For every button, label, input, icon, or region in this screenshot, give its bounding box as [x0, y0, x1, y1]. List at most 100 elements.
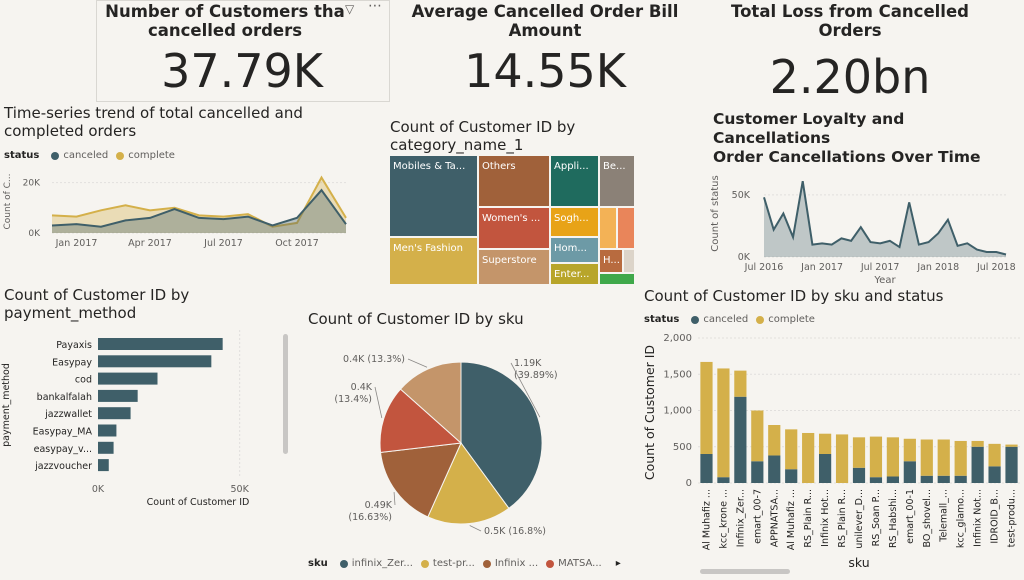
sb-bar-complete-0 [700, 361, 713, 454]
pie-legend-dot-2 [420, 559, 429, 568]
sb-bar-complete-8 [835, 434, 849, 483]
sku-complete-dot [756, 315, 765, 324]
treemap-label-4: Superstore [482, 255, 537, 266]
timeseries-chart[interactable]: 20K 0K Count of C... Jan 2017 Apr 2017 Jul 20… [0, 160, 360, 255]
sb-bar-canceled-2 [734, 396, 747, 483]
sb-category-8: RS_Plain R... [837, 489, 848, 548]
pm-category-0: Payaxis [56, 340, 92, 351]
treemap-tile-11 [618, 208, 634, 248]
pie-leader-1 [469, 525, 482, 532]
sb-bar-canceled-7 [819, 454, 832, 483]
pie-label-3: 0.4K [351, 382, 373, 393]
sb-bar-canceled-3 [751, 461, 764, 483]
treemap-tile-4 [479, 250, 549, 284]
sb-bar-canceled-0 [700, 454, 713, 483]
filter-icon[interactable]: ▽ [345, 2, 355, 16]
pie-title: Count of Customer ID by sku [308, 310, 524, 328]
treemap-tile-8 [551, 238, 598, 262]
kpi-card-focused[interactable] [96, 0, 390, 102]
sb-category-18: test-produ... [1007, 489, 1018, 547]
sb-category-1: kcc_krone ... [718, 489, 729, 549]
treemap-title: Count of Customer ID by category_name_1 [390, 118, 576, 154]
ts-line-canceled [51, 188, 347, 228]
sb-category-10: RS_Soan P... [871, 489, 882, 546]
ly-ytick-1: 0K [738, 252, 751, 263]
sb-category-0: Al Muhafiz ... [701, 489, 712, 550]
sb-bar-canceled-11 [886, 476, 899, 483]
pm-bar-5 [98, 424, 117, 437]
ly-line [763, 181, 1007, 256]
pm-bar-0 [98, 338, 223, 350]
sb-bar-canceled-10 [869, 477, 883, 483]
sku-bar-title: Count of Customer ID by sku and status [644, 287, 944, 305]
ly-xtick-3: Jan 2018 [916, 262, 959, 273]
treemap-tile-5 [551, 156, 598, 206]
pie-leader-2 [393, 492, 396, 506]
treemap-tile-6 [600, 156, 634, 206]
payment-chart[interactable]: Payaxis Easypay cod bankalfalah jazzwallet Ea… [0, 330, 300, 510]
pm-bar-6 [98, 441, 114, 454]
sb-bar-canceled-14 [937, 475, 950, 483]
treemap-chart[interactable]: Mobiles & Ta... Men's Fashion Others Women'… [390, 156, 636, 286]
sb-bar-canceled-15 [954, 475, 967, 483]
sb-category-9: unilever_D... [854, 489, 865, 549]
treemap-tile-14 [600, 274, 634, 284]
sb-bar-canceled-17 [988, 466, 1001, 483]
sb-category-14: Telemall_... [939, 489, 950, 543]
ts-line-complete [51, 175, 347, 228]
sb-category-2: Infinix_Zer... [735, 489, 746, 547]
pm-xlabel: Count of Customer ID [147, 497, 250, 508]
kpi-avg-bill-value: 14.55K [464, 44, 626, 98]
pie-label-1: 0.5K (16.8%) [484, 526, 546, 537]
pm-bar-3 [98, 389, 138, 402]
treemap-label-1: Men's Fashion [393, 243, 463, 254]
sb-bar-canceled-5 [785, 469, 798, 483]
pm-category-3: bankalfalah [37, 392, 92, 403]
sku-bar-chart[interactable]: 2,000 1,500 1,000 500 0 Count of Customer ID A… [640, 330, 1024, 575]
sb-bar-complete-7 [819, 433, 832, 454]
sb-bar-complete-1 [717, 368, 730, 478]
sb-bar-complete-17 [988, 443, 1001, 467]
payment-scrollbar[interactable] [283, 334, 288, 454]
pie-chart[interactable]: 1.19K(39.89%) 0.5K (16.8%) 0.49K(16.63%) 0.… [300, 330, 640, 550]
more-options-icon[interactable]: ⋯ [368, 0, 382, 14]
complete-legend-dot [116, 151, 125, 160]
pm-bar-4 [98, 407, 131, 420]
treemap-tile-13 [624, 250, 634, 272]
sb-bar-canceled-1 [717, 477, 730, 483]
legend-next-icon[interactable]: ▸ [615, 558, 621, 569]
treemap-tile-10 [600, 208, 616, 248]
sb-category-7: Infinix Hot... [820, 489, 831, 547]
sb-category-6: RS_Plain R... [803, 489, 814, 548]
sb-category-15: kcc_glamo... [956, 489, 967, 548]
pie-slice-0 [460, 361, 543, 510]
sb-xlabel: sku [848, 555, 869, 570]
pie-label-pct-3: (13.4%) [334, 394, 372, 405]
sb-ytick-3: 500 [673, 442, 692, 453]
pie-slice-3 [379, 388, 463, 453]
sb-bar-canceled-13 [920, 475, 933, 483]
pm-category-5: Easypay_MA [33, 427, 93, 438]
sb-bar-complete-10 [869, 436, 883, 478]
pm-xtick-1: 50K [231, 484, 250, 495]
loyalty-chart[interactable]: 50K 0K Count of status Jul 2016 Jan 2017 Jul … [700, 160, 1024, 290]
pie-label-4: 0.4K (13.3%) [343, 354, 405, 365]
sku-scrollbar[interactable] [700, 569, 790, 574]
pie-legend[interactable]: sku infinix_Zer... test-pr... Infinix ..… [308, 558, 621, 569]
kpi-total-loss-title: Total Loss from Cancelled Orders [731, 2, 969, 40]
pie-label-pct-0: (39.89%) [514, 370, 558, 381]
treemap-tile-1 [390, 238, 477, 284]
kpi-total-loss-value: 2.20bn [769, 50, 931, 104]
ts-xtick-0: Jan 2017 [55, 238, 98, 249]
sb-bar-complete-18 [1005, 444, 1018, 447]
sb-bar-complete-6 [802, 432, 815, 483]
sku-bar-legend[interactable]: status canceled complete [644, 314, 815, 325]
sb-bar-complete-13 [920, 439, 933, 476]
ts-xtick-2: Jul 2017 [203, 238, 243, 249]
pie-leader-4 [407, 358, 428, 368]
canceled-legend-dot [51, 151, 60, 160]
timeseries-legend[interactable]: status canceled complete [4, 150, 175, 161]
ts-area-complete [52, 177, 346, 233]
ts-xtick-3: Oct 2017 [275, 238, 319, 249]
kpi-customers-value: 37.79K [161, 44, 323, 98]
